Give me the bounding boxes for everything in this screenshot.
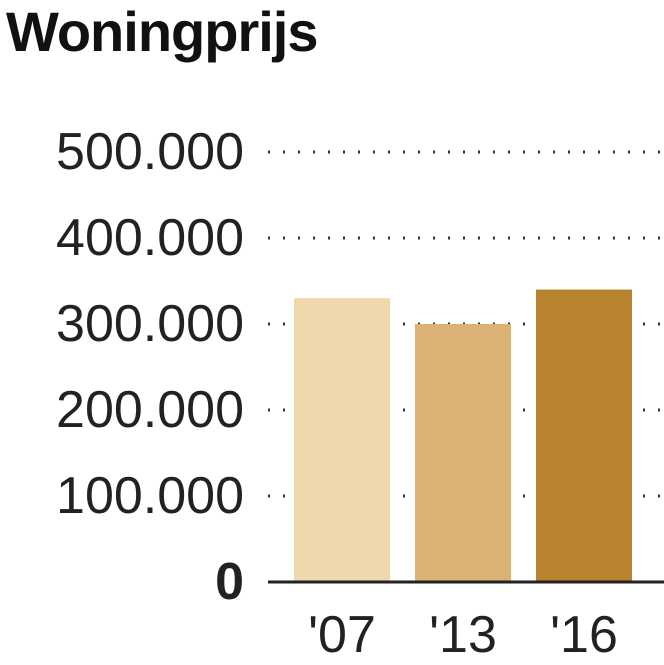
y-tick-label: 400.000 xyxy=(56,209,244,267)
y-tick-label: 100.000 xyxy=(56,467,244,525)
y-tick-label: 500.000 xyxy=(56,123,244,181)
bars xyxy=(294,289,632,582)
bar-16 xyxy=(536,289,632,582)
y-tick-label: 0 xyxy=(215,553,244,611)
y-tick-label: 200.000 xyxy=(56,381,244,439)
x-tick-label: '16 xyxy=(550,606,618,664)
bar-13 xyxy=(415,324,511,582)
chart-title: Woningprijs xyxy=(6,0,318,63)
y-axis-tick-labels: 0 100.000 200.000 300.000 400.000 500.000 xyxy=(56,123,244,611)
bar-07 xyxy=(294,298,390,582)
x-tick-label: '13 xyxy=(429,606,497,664)
x-axis-tick-labels: '07 '13 '16 xyxy=(308,606,618,664)
y-tick-label: 300.000 xyxy=(56,295,244,353)
x-tick-label: '07 xyxy=(308,606,376,664)
